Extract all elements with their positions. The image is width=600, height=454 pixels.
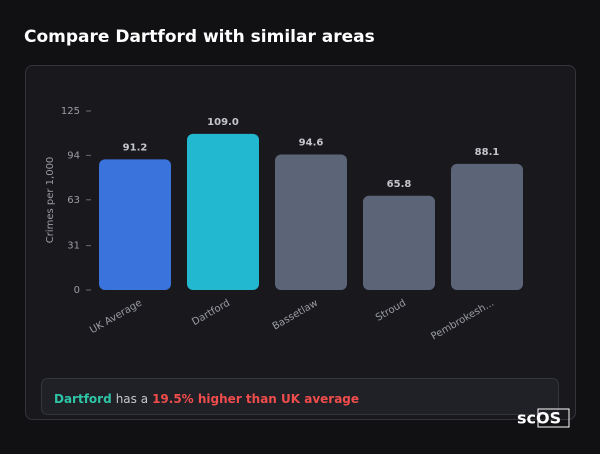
summary-highlight: 19.5% higher than UK average <box>152 392 359 406</box>
bar <box>275 154 347 290</box>
bar <box>363 195 435 290</box>
y-tick-label: 31 <box>67 241 80 252</box>
logo-box <box>537 408 570 428</box>
logo: scOS <box>517 409 561 428</box>
bar <box>187 133 259 290</box>
chart-title: Compare Dartford with similar areas <box>24 27 375 47</box>
value-label: 91.2 <box>123 142 148 153</box>
y-tick-label: 0 <box>74 285 80 296</box>
value-label: 109.0 <box>207 117 239 128</box>
bar <box>99 159 171 290</box>
value-label: 65.8 <box>387 179 412 190</box>
y-tick-label: 125 <box>61 106 80 117</box>
value-label: 94.6 <box>299 138 324 149</box>
summary-box <box>41 378 559 415</box>
summary-text: has a <box>116 392 148 406</box>
value-label: 88.1 <box>475 147 500 158</box>
y-axis-label: Crimes per 1,000 <box>45 157 56 244</box>
y-tick-label: 94 <box>67 150 80 161</box>
y-tick-label: 63 <box>67 195 80 206</box>
summary-area: Dartford <box>54 392 112 406</box>
summary: Dartford has a 19.5% higher than UK averag… <box>54 392 359 406</box>
bar <box>451 163 523 290</box>
